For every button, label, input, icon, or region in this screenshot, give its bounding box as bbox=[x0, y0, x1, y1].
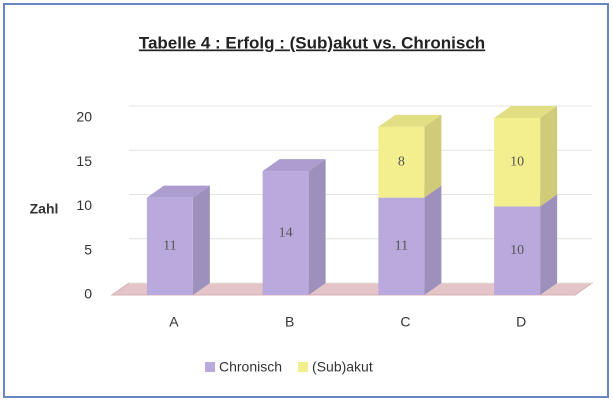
value-label: 14 bbox=[279, 225, 293, 240]
bar-top bbox=[378, 114, 442, 127]
bar bbox=[494, 206, 541, 295]
legend-label: Chronisch bbox=[219, 359, 282, 375]
bar-side bbox=[540, 106, 558, 207]
value-label: 11 bbox=[395, 239, 408, 254]
value-label: 10 bbox=[510, 243, 524, 258]
bar-top bbox=[146, 185, 210, 198]
y-tick-label: 15 bbox=[76, 153, 92, 169]
x-tick-label: D bbox=[516, 314, 526, 330]
bar bbox=[378, 126, 425, 198]
bar bbox=[146, 197, 193, 295]
legend-swatch bbox=[298, 362, 309, 372]
bar-side bbox=[540, 194, 558, 295]
y-tick-label: 10 bbox=[76, 197, 92, 213]
x-tick-label: C bbox=[400, 314, 410, 330]
y-tick-label: 0 bbox=[84, 286, 92, 302]
bar-side bbox=[424, 185, 442, 295]
value-label: 8 bbox=[398, 154, 405, 169]
chart-title: Tabelle 4 : Erfolg : (Sub)akut vs. Chron… bbox=[139, 33, 485, 52]
value-label: 11 bbox=[163, 239, 176, 254]
y-tick-label: 20 bbox=[76, 109, 92, 125]
bar-side bbox=[424, 114, 442, 198]
legend-label: (Sub)akut bbox=[312, 359, 373, 375]
bar-side bbox=[192, 185, 210, 295]
x-tick-label: A bbox=[169, 314, 179, 330]
bar bbox=[494, 118, 541, 207]
y-tick-label: 5 bbox=[84, 241, 92, 257]
bar-top bbox=[262, 159, 326, 172]
bar-top bbox=[494, 106, 558, 118]
y-axis-label: Zahl bbox=[30, 201, 59, 217]
value-label: 10 bbox=[510, 154, 524, 169]
bar bbox=[378, 197, 425, 295]
bar-side bbox=[308, 159, 326, 295]
x-tick-label: B bbox=[285, 314, 294, 330]
bar bbox=[262, 171, 309, 295]
legend-swatch bbox=[205, 362, 215, 372]
